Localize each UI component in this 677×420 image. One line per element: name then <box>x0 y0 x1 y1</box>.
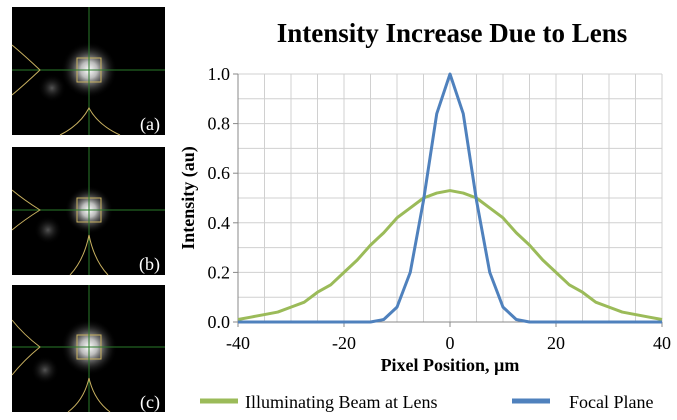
x-axis-label: Pixel Position, µm <box>381 355 520 375</box>
panel-label: (c) <box>140 392 160 413</box>
panel-a: (a) <box>11 7 165 136</box>
legend-label: Illuminating Beam at Lens <box>245 392 437 412</box>
x-tick-label: -20 <box>332 333 356 353</box>
x-tick-label: 0 <box>446 333 455 353</box>
panel-b: (b) <box>11 147 165 276</box>
y-tick-label: 0.8 <box>208 114 231 134</box>
chart-title: Intensity Increase Due to Lens <box>277 18 628 48</box>
x-tick-label: 40 <box>653 333 671 353</box>
y-tick-label: 0.4 <box>208 213 231 233</box>
panel-c: (c) <box>11 285 165 413</box>
x-tick-label: 20 <box>547 333 565 353</box>
legend-label: Focal Plane <box>569 392 653 412</box>
panel-label: (b) <box>139 254 160 275</box>
y-tick-label: 0.0 <box>208 312 231 332</box>
y-tick-label: 0.2 <box>208 262 231 282</box>
line-series <box>238 72 662 324</box>
line-series <box>237 189 663 321</box>
y-axis-label: Intensity (au) <box>178 146 199 250</box>
panel-label: (a) <box>140 114 160 135</box>
x-tick-label: -40 <box>226 333 250 353</box>
y-tick-label: 0.6 <box>208 163 231 183</box>
y-tick-label: 1.0 <box>208 64 231 84</box>
